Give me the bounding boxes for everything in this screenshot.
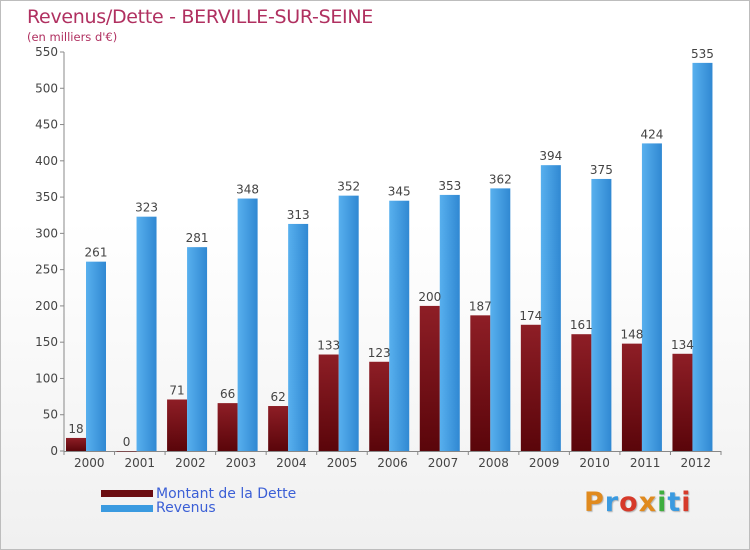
y-tick-label: 350 [35, 190, 58, 204]
legend-label-dette: Montant de la Dette [156, 486, 297, 502]
y-tick-label: 150 [35, 335, 58, 349]
value-label-revenus: 535 [691, 47, 714, 61]
y-tick-label: 200 [35, 299, 58, 313]
legend-label-revenus: Revenus [156, 500, 216, 516]
value-label-revenus: 375 [590, 163, 613, 177]
bar-revenus [591, 178, 612, 452]
bar-revenus [86, 261, 106, 451]
bar-revenus [136, 216, 157, 451]
value-label-dette: 134 [671, 338, 694, 352]
x-tick-label: 2006 [377, 456, 408, 470]
bar-revenus [187, 247, 208, 451]
value-label-revenus: 394 [539, 149, 562, 163]
bars [66, 62, 713, 452]
value-label-dette: 200 [418, 290, 441, 304]
bar-revenus [237, 198, 258, 451]
value-label-revenus: 362 [489, 172, 512, 186]
value-label-revenus: 424 [640, 127, 663, 141]
value-label-dette: 148 [620, 328, 643, 342]
y-tick-label: 450 [35, 118, 58, 132]
value-label-revenus: 348 [236, 183, 259, 197]
y-tick-label: 100 [35, 371, 58, 385]
bar-dette [318, 354, 339, 451]
value-label-dette: 66 [220, 387, 235, 401]
y-tick-label: 500 [35, 81, 58, 95]
axes: 0 50 100 150 200 250 300 350 400 450 500 550 [35, 45, 722, 458]
bar-dette [621, 343, 642, 451]
bar-dette [520, 324, 541, 451]
x-tick-label: 2008 [478, 456, 509, 470]
bar-revenus [389, 200, 410, 451]
value-labels: 1826120000323200171281200266348200362313… [68, 47, 714, 470]
value-label-dette: 71 [169, 383, 184, 397]
chart-subtitle: (en milliers d'€) [27, 30, 118, 44]
x-tick-label: 2003 [226, 456, 257, 470]
bar-revenus [338, 195, 359, 451]
value-label-dette: 0 [123, 435, 131, 449]
bar-dette [470, 315, 491, 451]
value-label-dette: 123 [368, 346, 391, 360]
x-tick-label: 2007 [428, 456, 459, 470]
bar-dette [268, 406, 289, 451]
x-tick-label: 2002 [175, 456, 206, 470]
bar-dette [419, 305, 440, 451]
y-tick-label: 400 [35, 154, 58, 168]
value-label-dette: 174 [519, 309, 542, 323]
value-label-revenus: 345 [388, 185, 411, 199]
legend-swatch-dette [101, 490, 153, 497]
value-label-revenus: 323 [135, 201, 158, 215]
value-label-revenus: 261 [85, 246, 108, 260]
y-tick-label: 0 [50, 444, 58, 458]
x-tick-label: 2009 [529, 456, 560, 470]
bar-revenus [490, 188, 511, 452]
value-label-dette: 18 [68, 422, 83, 436]
bar-revenus [288, 223, 309, 451]
x-tick-label: 2004 [276, 456, 307, 470]
bar-dette [167, 399, 188, 451]
bar-dette [571, 334, 592, 451]
bar-dette [217, 403, 238, 451]
x-tick-label: 2005 [327, 456, 358, 470]
value-label-revenus: 313 [287, 208, 310, 222]
x-tick-label: 2000 [74, 456, 105, 470]
value-label-dette: 161 [570, 318, 593, 332]
x-tick-label: 2011 [630, 456, 661, 470]
value-label-dette: 62 [271, 390, 286, 404]
value-label-revenus: 353 [438, 179, 461, 193]
bar-revenus [540, 165, 561, 452]
chart-title: Revenus/Dette - BERVILLE-SUR-SEINE [27, 6, 373, 28]
bar-dette [66, 437, 86, 451]
y-tick-label: 300 [35, 226, 58, 240]
bar-dette [672, 353, 693, 451]
value-label-revenus: 352 [337, 180, 360, 194]
bar-dette [369, 361, 390, 451]
bar-revenus [439, 194, 460, 451]
y-tick-label: 250 [35, 263, 58, 277]
value-label-dette: 187 [469, 299, 492, 313]
value-label-revenus: 281 [186, 231, 209, 245]
x-tick-label: 2012 [680, 456, 711, 470]
proxiti-logo: Proxiti [584, 487, 692, 518]
bar-revenus [692, 62, 713, 452]
value-label-dette: 133 [317, 339, 340, 353]
x-tick-label: 2001 [125, 456, 156, 470]
bar-revenus [641, 143, 662, 451]
y-tick-label: 550 [35, 45, 58, 59]
y-tick-label: 50 [43, 408, 58, 422]
bar-dette [116, 451, 137, 452]
x-tick-label: 2010 [579, 456, 610, 470]
legend-swatch-revenus [101, 505, 153, 512]
